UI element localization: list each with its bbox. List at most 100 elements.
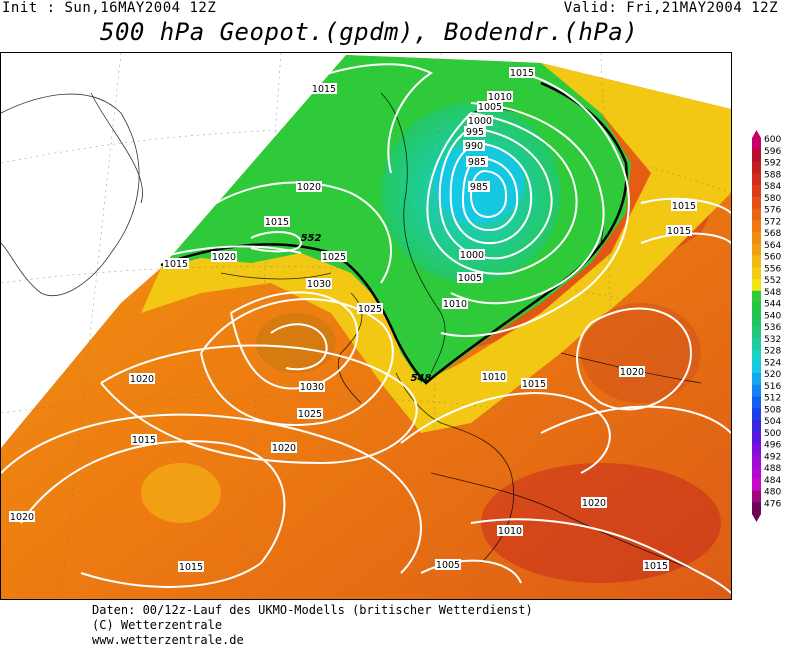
legend-label-548: 548 — [764, 288, 781, 298]
label-985-a: 985 — [468, 157, 486, 168]
label-1020-e: 1020 — [10, 512, 34, 523]
footer-url[interactable]: www.wetterzentrale.de — [92, 633, 244, 647]
legend-swatches — [752, 130, 761, 522]
legend-swatch-520 — [752, 373, 761, 386]
label-990: 990 — [465, 141, 483, 152]
legend-label-560: 560 — [764, 253, 781, 263]
legend-label-580: 580 — [764, 194, 781, 204]
legend-label-552: 552 — [764, 276, 781, 286]
legend-swatch-496 — [752, 443, 761, 456]
label-1025-b: 1025 — [298, 409, 322, 420]
legend-label-492: 492 — [764, 452, 781, 462]
label-1010-c: 1010 — [443, 299, 467, 310]
label-1020-b: 1020 — [212, 252, 236, 263]
legend-swatch-600 — [752, 138, 761, 151]
label-1020-c: 1020 — [130, 374, 154, 385]
legend-swatch-480 — [752, 490, 761, 503]
legend-label-520: 520 — [764, 370, 781, 380]
legend-labels: 6005965925885845805765725685645605565525… — [764, 135, 781, 509]
legend-arrow-bottom — [752, 514, 761, 522]
label-1010: 1010 — [488, 92, 512, 103]
color-scale-legend: 6005965925885845805765725685645605565525… — [752, 130, 781, 522]
legend-label-484: 484 — [764, 476, 781, 486]
legend-label-480: 480 — [764, 488, 781, 498]
legend-label-504: 504 — [764, 417, 781, 427]
legend-swatch-560 — [752, 255, 761, 268]
legend-swatch-548 — [752, 290, 761, 303]
label-1015-e: 1015 — [522, 379, 546, 390]
legend-label-536: 536 — [764, 323, 781, 333]
label-1015-a: 1015 — [312, 84, 336, 95]
legend-arrow-top — [752, 130, 761, 138]
label-1015-i: 1015 — [667, 226, 691, 237]
legend-swatch-508 — [752, 408, 761, 421]
graticule — [1, 53, 731, 599]
legend-label-524: 524 — [764, 358, 781, 368]
legend-swatch-588 — [752, 173, 761, 186]
legend-swatch-584 — [752, 185, 761, 198]
legend-label-544: 544 — [764, 300, 781, 310]
label-985-b: 985 — [470, 182, 488, 193]
legend-swatch-572 — [752, 220, 761, 233]
init-time: Init : Sun,16MAY2004 12Z — [2, 0, 217, 16]
legend-swatch-504 — [752, 420, 761, 433]
legend-label-600: 600 — [764, 135, 781, 145]
legend-label-540: 540 — [764, 311, 781, 321]
legend-swatch-536 — [752, 326, 761, 339]
legend-swatch-488 — [752, 467, 761, 480]
legend-label-496: 496 — [764, 441, 781, 451]
legend-swatch-556 — [752, 267, 761, 280]
legend-swatch-512 — [752, 396, 761, 409]
label-1030-a: 1030 — [307, 279, 331, 290]
label-1005: 1005 — [478, 102, 502, 113]
label-1010-a: 1010 — [498, 526, 522, 537]
label-1025-c: 1025 — [358, 304, 382, 315]
legend-label-592: 592 — [764, 159, 781, 169]
legend-swatch-524 — [752, 361, 761, 374]
legend-label-572: 572 — [764, 217, 781, 227]
legend-swatch-500 — [752, 431, 761, 444]
label-1010-b: 1010 — [482, 372, 506, 383]
label-1020-f: 1020 — [582, 498, 606, 509]
legend-swatch-552 — [752, 279, 761, 292]
legend-label-564: 564 — [764, 241, 781, 251]
legend-label-532: 532 — [764, 335, 781, 345]
valid-time: Valid: Fri,21MAY2004 12Z — [563, 0, 778, 16]
label-1025-a: 1025 — [322, 252, 346, 263]
legend-swatch-592 — [752, 161, 761, 174]
legend-swatch-484 — [752, 478, 761, 491]
label-1015-f: 1015 — [644, 561, 668, 572]
legend-swatch-580 — [752, 196, 761, 209]
footer-source: Daten: 00/12z-Lauf des UKMO-Modells (bri… — [92, 603, 533, 617]
label-552: 552 — [301, 233, 322, 244]
label-1005-b: 1005 — [458, 273, 482, 284]
legend-swatch-564 — [752, 243, 761, 256]
legend-label-516: 516 — [764, 382, 781, 392]
legend-swatch-568 — [752, 232, 761, 245]
legend-swatch-476 — [752, 502, 761, 515]
isobars — [1, 63, 731, 594]
legend-label-556: 556 — [764, 264, 781, 274]
footer-copyright: (C) Wetterzentrale — [92, 618, 223, 632]
label-1005-a: 1005 — [436, 560, 460, 571]
legend-swatch-532 — [752, 337, 761, 350]
label-1015-n: 1015 — [510, 68, 534, 79]
label-1015-h: 1015 — [164, 259, 188, 270]
legend-label-588: 588 — [764, 170, 781, 180]
legend-label-528: 528 — [764, 347, 781, 357]
label-995: 995 — [466, 127, 484, 138]
label-1015-g: 1015 — [672, 201, 696, 212]
label-1015-c: 1015 — [132, 435, 156, 446]
label-1015-d: 1015 — [179, 562, 203, 573]
legend-label-512: 512 — [764, 394, 781, 404]
label-1000: 1000 — [468, 116, 492, 127]
label-1030-b: 1030 — [300, 382, 324, 393]
label-1020-d: 1020 — [272, 443, 296, 454]
legend-label-568: 568 — [764, 229, 781, 239]
legend-swatch-576 — [752, 208, 761, 221]
legend-swatch-492 — [752, 455, 761, 468]
legend-label-584: 584 — [764, 182, 781, 192]
legend-label-576: 576 — [764, 206, 781, 216]
isobar-labels: 1015 1010 1005 1000 995 990 985 985 1020… — [9, 67, 697, 573]
legend-label-596: 596 — [764, 147, 781, 157]
